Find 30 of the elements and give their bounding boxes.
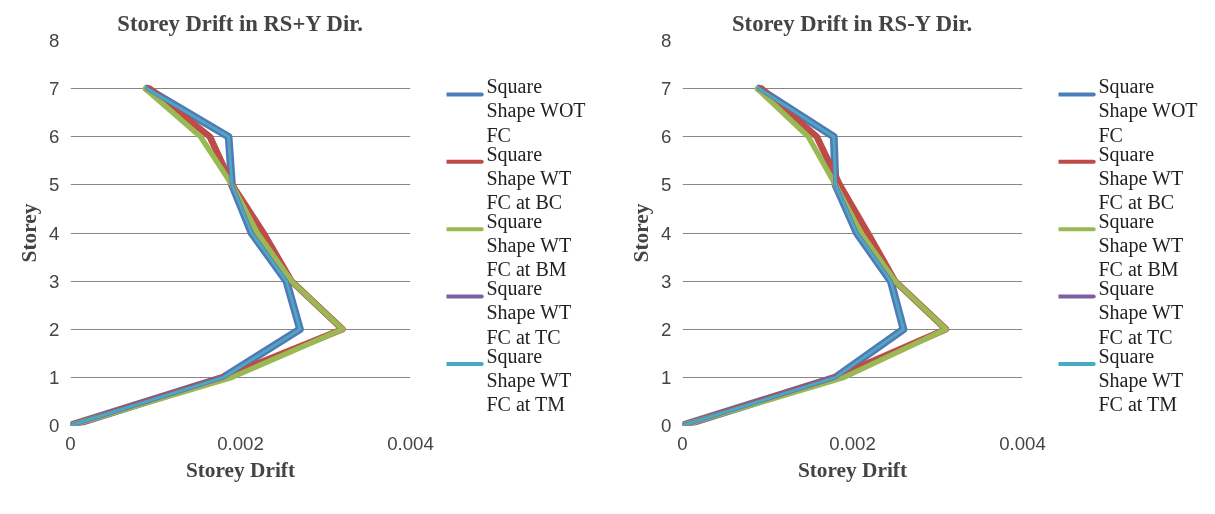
y-tick-label: 6	[49, 126, 60, 148]
y-tick-label: 6	[661, 126, 672, 148]
y-tick-label: 1	[661, 366, 672, 388]
y-tick-label: 7	[661, 78, 672, 100]
y-tick-label: 8	[49, 30, 60, 51]
x-tick-label: 0	[65, 432, 76, 454]
chart-title: Storey Drift in RS-Y Dir.	[731, 10, 973, 36]
chart-title: Storey Drift in RS+Y Dir.	[117, 10, 363, 36]
y-tick-label: 0	[49, 415, 60, 436]
y-tick-label: 2	[661, 318, 672, 340]
x-tick-label: 0.004	[387, 432, 434, 454]
y-tick-label: 8	[661, 30, 672, 51]
y-tick-label: 7	[49, 78, 60, 100]
y-axis-title: Storey	[629, 203, 654, 263]
x-tick-label: 0.004	[999, 432, 1046, 454]
x-tick-label: 0.002	[829, 432, 876, 454]
x-tick-label: 0	[677, 432, 688, 454]
y-tick-label: 4	[661, 222, 672, 244]
y-tick-label: 4	[49, 222, 60, 244]
y-tick-label: 3	[49, 270, 60, 292]
y-tick-label: 5	[49, 174, 60, 196]
y-tick-label: 2	[49, 318, 60, 340]
x-tick-label: 0.002	[217, 432, 264, 454]
x-axis-title: Storey Drift	[185, 457, 296, 482]
y-axis-title: Storey	[17, 203, 42, 263]
x-axis-title: Storey Drift	[797, 457, 908, 482]
y-tick-label: 0	[661, 415, 672, 436]
y-tick-label: 5	[661, 174, 672, 196]
y-tick-label: 3	[661, 270, 672, 292]
y-tick-label: 1	[49, 366, 60, 388]
